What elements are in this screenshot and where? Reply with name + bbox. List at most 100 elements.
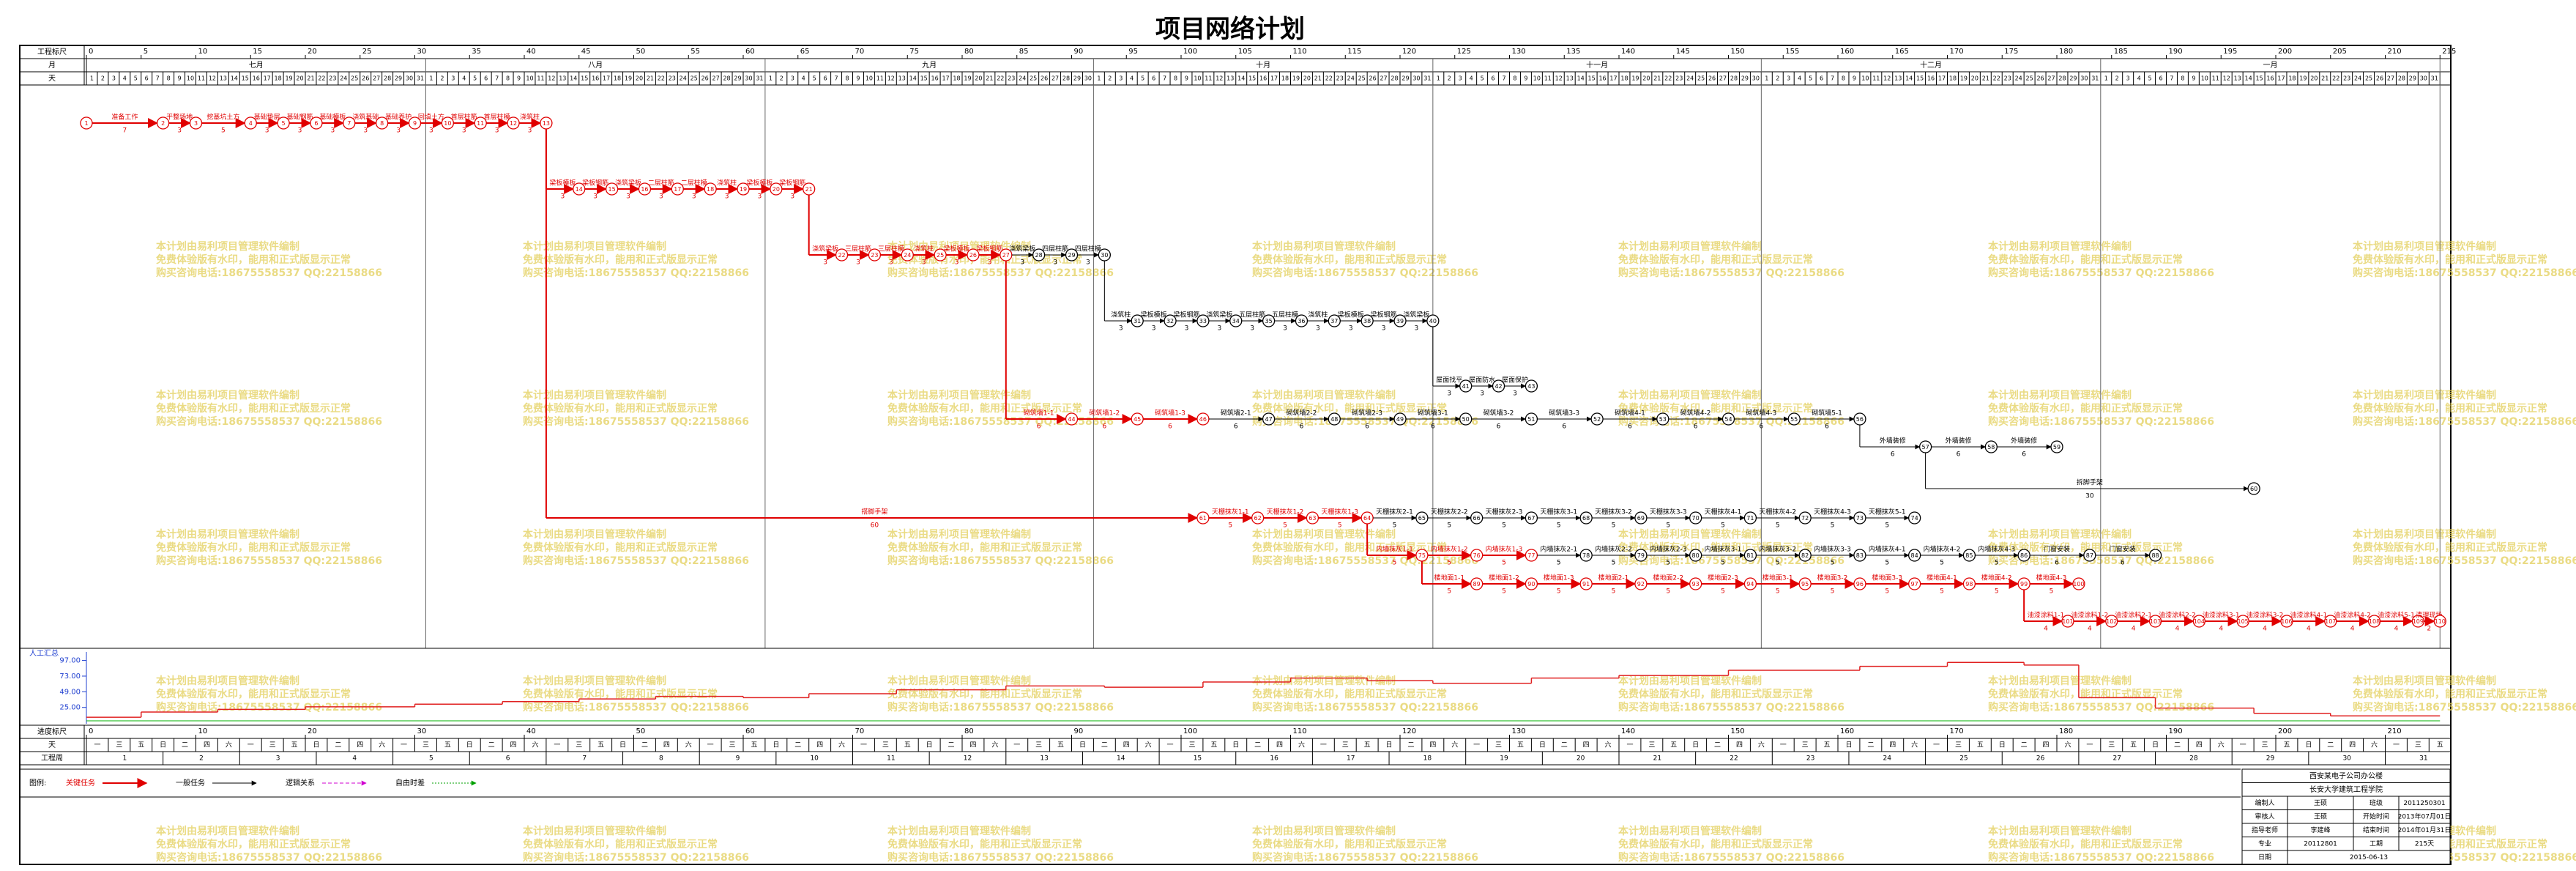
y-tick-label: 25.00 bbox=[59, 704, 81, 712]
watermark: 购买咨询电话:18675558537 QQ:22158866 bbox=[1252, 415, 1478, 428]
task-name: 天棚抹灰2-3 bbox=[1486, 508, 1523, 516]
day-label: 17 bbox=[1270, 75, 1278, 82]
task-name: 内墙抹灰2-2 bbox=[1595, 545, 1632, 554]
task-name: 砌筑墙4-2 bbox=[1680, 409, 1711, 418]
day-label: 10 bbox=[1194, 75, 1201, 82]
day-label: 30 bbox=[1412, 75, 1420, 82]
watermark: 购买咨询电话:18675558537 QQ:22158866 bbox=[1988, 851, 2214, 864]
day-label: 19 bbox=[1960, 75, 1968, 82]
day-label: 14 bbox=[231, 75, 238, 82]
watermark: 免费体验版有水印，能用和正式版显示正常 bbox=[1988, 838, 2183, 850]
tick-label: 90 bbox=[1074, 48, 1084, 56]
day-label: 2 bbox=[2115, 75, 2119, 82]
day-label: 1 bbox=[1437, 75, 1440, 82]
tick-label: 150 bbox=[1731, 48, 1745, 56]
node-id: 53 bbox=[1659, 416, 1667, 423]
row-label: 工程标尺 bbox=[37, 48, 67, 56]
task-name: 天棚抹灰4-1 bbox=[1705, 508, 1742, 516]
resource-label: 人工汇总 bbox=[29, 648, 59, 658]
day-label: 18 bbox=[275, 75, 282, 82]
node-id: 105 bbox=[2238, 618, 2249, 625]
task-name: 油漆涂料2-2 bbox=[2159, 611, 2196, 620]
tick-label: 90 bbox=[1074, 727, 1084, 735]
day-label: 6 bbox=[484, 75, 488, 82]
task-duration: 5 bbox=[1393, 560, 1397, 567]
task-name: 浇筑柱 bbox=[520, 113, 540, 122]
node-id: 93 bbox=[1692, 581, 1700, 588]
day-label: 25 bbox=[1358, 75, 1366, 82]
tick-label: 40 bbox=[526, 727, 536, 735]
day-label: 26 bbox=[1708, 75, 1716, 82]
y-tick-label: 97.00 bbox=[59, 657, 81, 665]
node-id: 31 bbox=[1133, 318, 1141, 325]
day-label: 9 bbox=[178, 75, 182, 82]
weekday-label: 四 bbox=[1583, 742, 1590, 749]
day-label: 16 bbox=[931, 75, 939, 82]
weekday-label: 四 bbox=[1889, 742, 1896, 749]
tb-project: 西安某电子公司办公楼 bbox=[2309, 771, 2383, 780]
node-id: 23 bbox=[871, 252, 878, 259]
day-label: 10 bbox=[526, 75, 533, 82]
weekday-label: 三 bbox=[1495, 742, 1502, 749]
task-duration: 5 bbox=[1447, 522, 1451, 530]
week-label: 13 bbox=[1040, 755, 1048, 763]
node-id: 96 bbox=[1856, 581, 1864, 588]
weekday-label: 五 bbox=[291, 742, 298, 749]
day-label: 1 bbox=[2104, 75, 2108, 82]
tick-label: 170 bbox=[1950, 48, 1964, 56]
day-label: 9 bbox=[1524, 75, 1527, 82]
watermark: 本计划由易利项目管理软件编制 bbox=[1618, 389, 1762, 401]
watermark: 购买咨询电话:18675558537 QQ:22158866 bbox=[1618, 851, 1844, 864]
day-label: 28 bbox=[2398, 75, 2405, 82]
weekday-label: 二 bbox=[1867, 742, 1874, 749]
task-duration: 5 bbox=[1502, 522, 1506, 530]
day-label: 29 bbox=[2069, 75, 2077, 82]
day-label: 2 bbox=[1448, 75, 1451, 82]
day-label: 4 bbox=[802, 75, 805, 82]
weekday-label: 日 bbox=[1999, 741, 2006, 749]
title: 项目网络计划 bbox=[1155, 15, 1305, 44]
day-label: 20 bbox=[2310, 75, 2318, 82]
task-name: 楼地面2-1 bbox=[1598, 574, 1629, 582]
day-label: 25 bbox=[690, 75, 698, 82]
task-duration: 3 bbox=[177, 127, 182, 135]
month-label: 七月 bbox=[249, 61, 264, 70]
task-duration: 3 bbox=[298, 127, 302, 135]
task-duration: 5 bbox=[1776, 560, 1780, 567]
week-label: 10 bbox=[810, 755, 819, 763]
watermark: 本计划由易利项目管理软件编制 bbox=[156, 675, 299, 687]
day-label: 31 bbox=[417, 75, 424, 82]
task-name: 楼地面1-3 bbox=[1544, 574, 1574, 582]
day-label: 19 bbox=[1631, 75, 1639, 82]
task-duration: 5 bbox=[2050, 588, 2054, 596]
day-label: 27 bbox=[2387, 75, 2394, 82]
task-duration: 3 bbox=[1513, 390, 1517, 398]
tick-label: 15 bbox=[253, 48, 262, 56]
tick-label: 120 bbox=[1402, 48, 1416, 56]
weekday-label: 五 bbox=[1977, 742, 1984, 749]
day-label: 31 bbox=[756, 75, 763, 82]
day-label: 10 bbox=[1533, 75, 1541, 82]
task-name: 天棚抹灰3-1 bbox=[1540, 508, 1577, 516]
task-name: 搭脚手架 bbox=[861, 508, 887, 516]
week-label: 5 bbox=[429, 755, 433, 763]
watermark: 本计划由易利项目管理软件编制 bbox=[1618, 825, 1762, 837]
task-duration: 3 bbox=[1316, 325, 1320, 333]
task-name: 楼地面2-2 bbox=[1653, 574, 1683, 582]
day-label: 4 bbox=[462, 75, 466, 82]
watermark: 本计划由易利项目管理软件编制 bbox=[156, 528, 299, 541]
tb-cell: 指导老师 bbox=[2252, 826, 2278, 834]
watermark: 本计划由易利项目管理软件编制 bbox=[887, 389, 1031, 401]
day-label: 3 bbox=[791, 75, 794, 82]
node-id: 108 bbox=[2369, 618, 2380, 625]
task-name: 天棚抹灰2-2 bbox=[1431, 508, 1468, 516]
task-name: 油漆涂料1-1 bbox=[2028, 611, 2065, 620]
day-label: 2 bbox=[1108, 75, 1112, 82]
weekday-label: 三 bbox=[422, 742, 429, 749]
task-name: 天棚抹灰1-1 bbox=[1212, 508, 1249, 516]
watermark: 免费体验版有水印，能用和正式版显示正常 bbox=[887, 541, 1082, 554]
watermark: 购买咨询电话:18675558537 QQ:22158866 bbox=[887, 701, 1114, 714]
day-label: 11 bbox=[2212, 75, 2219, 82]
node-id: 4 bbox=[249, 120, 253, 127]
